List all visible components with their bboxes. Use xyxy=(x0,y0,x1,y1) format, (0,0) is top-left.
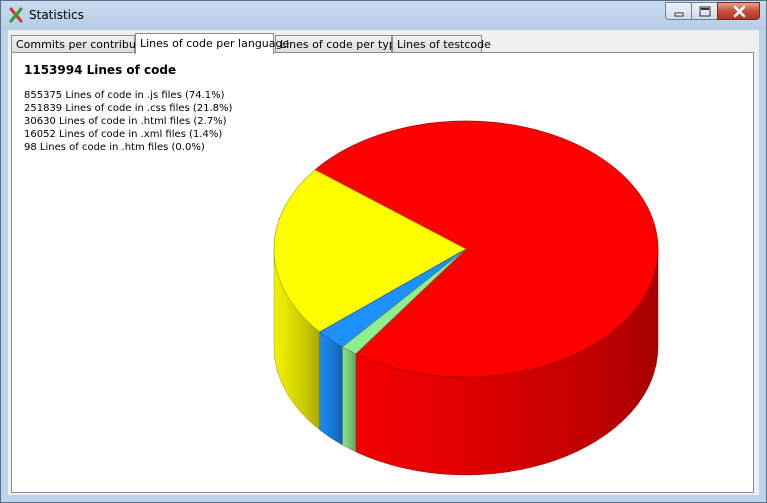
close-icon xyxy=(733,5,746,18)
maximize-button[interactable] xyxy=(691,2,717,20)
minimize-icon xyxy=(674,12,684,17)
tab-panel: 1153994 Lines of code 855375 Lines of co… xyxy=(11,52,754,493)
language-pie-chart xyxy=(273,120,659,476)
legend-item-xml: 16052 Lines of code in .xml files (1.4%) xyxy=(24,129,223,140)
pie-slice-css xyxy=(273,169,467,333)
title-bar[interactable]: Statistics xyxy=(1,1,766,30)
tab-lines-of-code-per-type[interactable]: Lines of code per type xyxy=(275,35,403,53)
total-lines-heading: 1153994 Lines of code xyxy=(24,63,177,77)
window-title: Statistics xyxy=(29,8,84,22)
gitextensions-x-icon xyxy=(9,7,23,23)
tab-commits-per-contributor[interactable]: Commits per contributor xyxy=(11,35,151,53)
pie-side-xml xyxy=(342,346,356,453)
language-legend: 855375 Lines of code in .js files (74.1%… xyxy=(24,89,232,154)
legend-item-css: 251839 Lines of code in .css files (21.8… xyxy=(24,103,233,114)
minimize-button[interactable] xyxy=(665,2,691,20)
pie-slice-js xyxy=(314,120,659,378)
legend-item-js: 855375 Lines of code in .js files (74.1%… xyxy=(24,90,225,101)
pie-side-html xyxy=(319,331,343,446)
window-controls xyxy=(665,2,760,21)
maximize-icon xyxy=(699,6,711,17)
tab-lines-of-testcode[interactable]: Lines of testcode xyxy=(392,35,491,53)
legend-item-htm: 98 Lines of code in .htm files (0.0%) xyxy=(24,142,205,153)
legend-item-html: 30630 Lines of code in .html files (2.7%… xyxy=(24,116,227,127)
tab-lines-of-code-per-language[interactable]: Lines of code per language xyxy=(135,33,289,54)
window-client-area: Commits per contributor Lines of code pe… xyxy=(8,30,759,495)
pie-slice-xml xyxy=(341,248,467,355)
close-button[interactable] xyxy=(717,2,760,20)
